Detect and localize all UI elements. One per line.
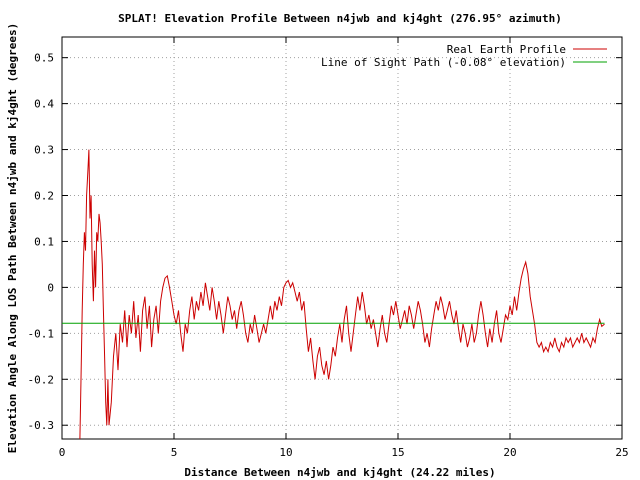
x-tick-label: 20: [503, 446, 516, 459]
series-layer: [62, 149, 605, 439]
y-tick-label: -0.1: [28, 327, 55, 340]
real-earth-profile-line: [79, 149, 605, 439]
y-tick-label: 0.5: [34, 52, 54, 65]
plot-frame: [61, 36, 623, 440]
x-tick-label: 25: [615, 446, 628, 459]
y-tick-label: -0.3: [28, 419, 55, 432]
y-tick-label: 0.4: [34, 98, 54, 111]
legend-label: Line of Sight Path (-0.08° elevation): [321, 56, 566, 69]
axis-ticks: 0 5 10 15 20 25 -0.3 -0.2 -0.1 0 0.1 0.2 0.3 0.4 0.5: [28, 37, 629, 459]
y-tick-label: 0.3: [34, 144, 54, 157]
y-tick-label: 0: [47, 281, 54, 294]
y-axis-label: Elevation Angle Along LOS Path Between n…: [6, 23, 19, 453]
x-tick-label: 0: [59, 446, 66, 459]
x-tick-label: 5: [171, 446, 178, 459]
y-tick-label: -0.2: [28, 373, 55, 386]
grid: [62, 37, 622, 439]
y-tick-label: 0.1: [34, 235, 54, 248]
legend-label: Real Earth Profile: [447, 43, 566, 56]
x-tick-label: 15: [391, 446, 404, 459]
x-tick-label: 10: [279, 446, 292, 459]
y-tick-label: 0.2: [34, 190, 54, 203]
x-axis-label: Distance Between n4jwb and kj4ght (24.22…: [184, 466, 495, 479]
chart-title: SPLAT! Elevation Profile Between n4jwb a…: [118, 12, 562, 25]
